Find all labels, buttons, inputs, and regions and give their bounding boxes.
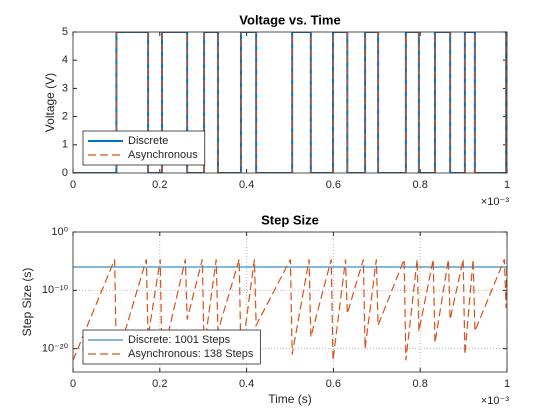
- y-tick-label: 3: [62, 82, 68, 94]
- y-tick-label: 10⁻¹⁰: [42, 284, 69, 296]
- x-multiplier: ×10⁻³: [481, 196, 509, 208]
- legend: Discrete Asynchronous: [82, 130, 206, 166]
- x-tick-label: 1: [504, 378, 510, 390]
- x-tick-label: 0.2: [152, 378, 167, 390]
- legend: Discrete: 1001 Steps Asynchronous: 138 St…: [82, 329, 261, 365]
- axes: 10⁻²⁰ 10⁻¹⁰ 10⁰ 0 0.2 0.4 0.6 0.8 1 Step Size ×10⁻…: [20, 212, 510, 406]
- x-tick-label: 0.8: [413, 179, 428, 191]
- axes-box: [72, 31, 508, 174]
- chart-title: Voltage vs. Time: [239, 12, 340, 27]
- series-line: [73, 32, 507, 173]
- legend-box: [82, 329, 261, 365]
- chart-title: Step Size: [261, 212, 319, 227]
- x-tick-label: 0.2: [152, 179, 167, 191]
- x-axis-label: Time (s): [268, 392, 312, 406]
- y-axis-label: Voltage (V): [43, 73, 57, 132]
- x-tick-label: 0.6: [326, 179, 341, 191]
- y-axis-label: Step Size (s): [20, 268, 34, 337]
- legend-box: [82, 130, 206, 166]
- legend-label: Asynchronous: 138 Steps: [128, 348, 254, 360]
- series-line: [73, 259, 507, 361]
- x-tick-label: 0: [70, 378, 76, 390]
- axes: 0 1 2 3 4 5 0 0.2 0.4 0.6 0.8 1 Voltage vs. Time ×10⁻…: [43, 12, 510, 207]
- x-tick-label: 0.6: [326, 378, 341, 390]
- x-tick-label: 0.4: [239, 378, 254, 390]
- x-tick-label: 0.8: [413, 378, 428, 390]
- x-tick-label: 0: [70, 179, 76, 191]
- y-tick-label: 1: [62, 139, 68, 151]
- y-tick-label: 2: [62, 111, 68, 123]
- y-tick-label: 5: [62, 26, 68, 38]
- y-tick-label: 4: [62, 54, 68, 66]
- legend-label: Discrete: [128, 135, 168, 147]
- legend-label: Discrete: 1001 Steps: [128, 334, 231, 346]
- legend-label: Asynchronous: [128, 149, 198, 161]
- y-tick-label: 10⁻²⁰: [42, 343, 69, 355]
- axes-box: [72, 231, 508, 373]
- y-tick-label: 10⁰: [51, 226, 68, 238]
- x-multiplier: ×10⁻³: [481, 395, 509, 407]
- y-tick-label: 0: [62, 167, 68, 179]
- x-tick-label: 0.4: [239, 179, 254, 191]
- x-tick-label: 1: [504, 179, 510, 191]
